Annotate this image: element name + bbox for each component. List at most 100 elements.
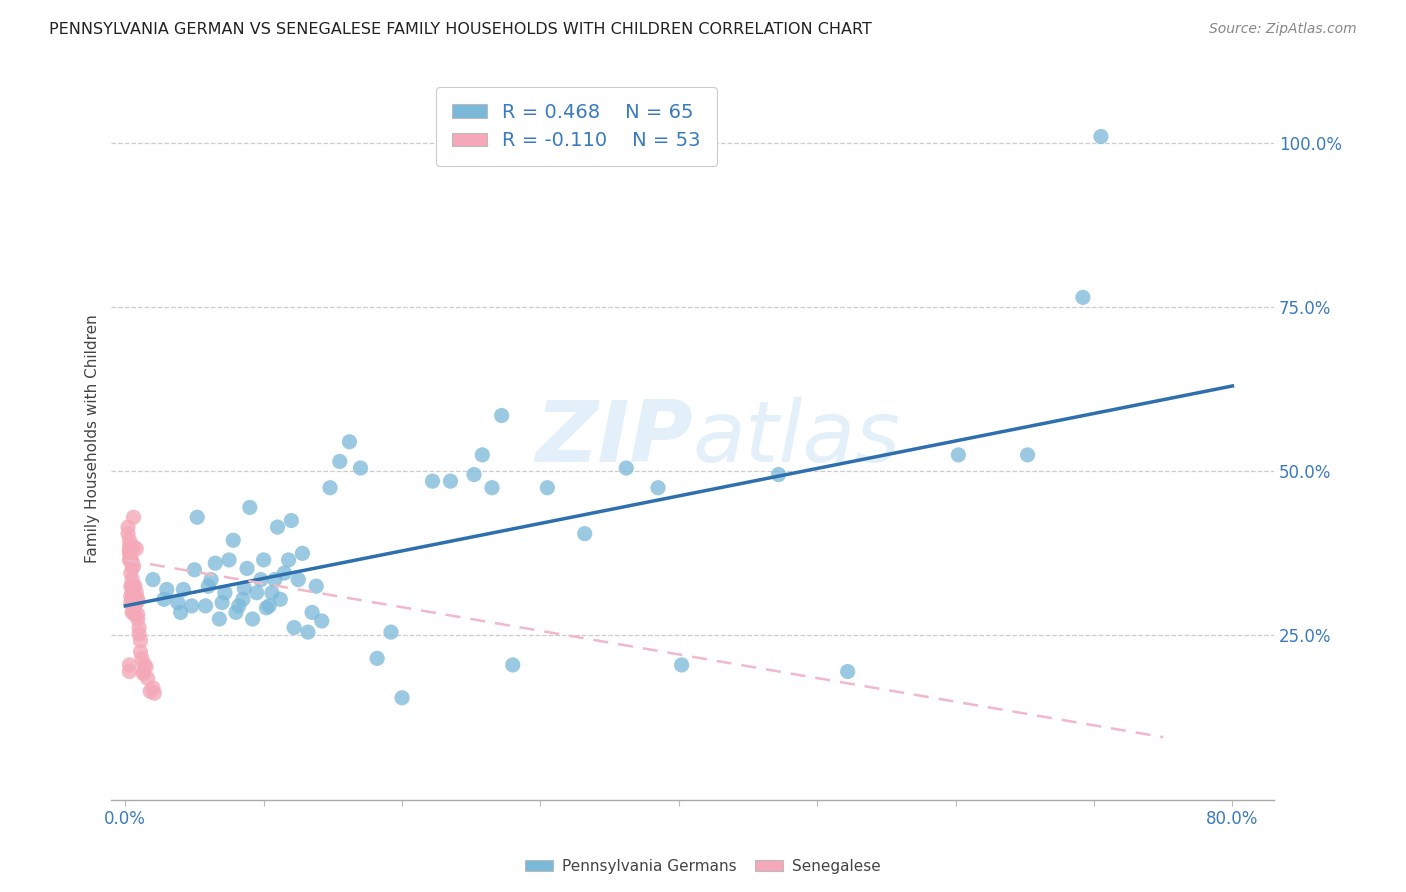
Point — [128, 621, 150, 635]
Point — [225, 606, 247, 620]
Point — [132, 665, 155, 679]
Point — [463, 467, 485, 482]
Point — [233, 581, 256, 595]
Point — [134, 657, 156, 672]
Point — [121, 592, 143, 607]
Point — [186, 510, 208, 524]
Point — [1090, 129, 1112, 144]
Point — [121, 592, 143, 607]
Point — [124, 607, 146, 622]
Point — [125, 541, 148, 556]
Point — [197, 579, 219, 593]
Point — [574, 526, 596, 541]
Point — [228, 599, 250, 613]
Point — [502, 657, 524, 672]
Point — [118, 657, 141, 672]
Point — [127, 592, 149, 607]
Point — [291, 546, 314, 560]
Point — [120, 589, 142, 603]
Point — [239, 500, 262, 515]
Point — [127, 612, 149, 626]
Point — [380, 625, 402, 640]
Text: atlas: atlas — [693, 397, 901, 480]
Text: ZIP: ZIP — [536, 397, 693, 480]
Point — [122, 592, 145, 607]
Point — [208, 612, 231, 626]
Point — [121, 573, 143, 587]
Point — [120, 549, 142, 564]
Point — [481, 481, 503, 495]
Point — [156, 582, 179, 597]
Point — [250, 573, 273, 587]
Point — [142, 681, 165, 695]
Point — [536, 481, 558, 495]
Point — [319, 481, 342, 495]
Point — [768, 467, 790, 482]
Point — [142, 573, 165, 587]
Point — [129, 645, 152, 659]
Point — [647, 481, 669, 495]
Point — [671, 657, 693, 672]
Point — [214, 586, 236, 600]
Point — [1071, 290, 1094, 304]
Point — [614, 461, 637, 475]
Point — [260, 586, 283, 600]
Point — [301, 606, 323, 620]
Point — [128, 627, 150, 641]
Point — [120, 566, 142, 580]
Point — [180, 599, 202, 613]
Legend: R = 0.468    N = 65, R = -0.110    N = 53: R = 0.468 N = 65, R = -0.110 N = 53 — [436, 87, 717, 166]
Point — [287, 573, 309, 587]
Point — [242, 612, 264, 626]
Point — [117, 526, 139, 541]
Point — [837, 665, 859, 679]
Point — [439, 474, 461, 488]
Point — [339, 434, 361, 449]
Point — [349, 461, 371, 475]
Point — [127, 594, 149, 608]
Point — [166, 596, 188, 610]
Point — [283, 621, 305, 635]
Point — [124, 599, 146, 613]
Point — [117, 520, 139, 534]
Point — [218, 553, 240, 567]
Point — [120, 579, 142, 593]
Point — [211, 596, 233, 610]
Point — [118, 665, 141, 679]
Point — [121, 579, 143, 593]
Point — [366, 651, 388, 665]
Point — [232, 592, 254, 607]
Point — [143, 686, 166, 700]
Text: PENNSYLVANIA GERMAN VS SENEGALESE FAMILY HOUSEHOLDS WITH CHILDREN CORRELATION CH: PENNSYLVANIA GERMAN VS SENEGALESE FAMILY… — [49, 22, 872, 37]
Point — [136, 671, 159, 685]
Point — [120, 596, 142, 610]
Point — [204, 556, 226, 570]
Point — [273, 566, 295, 580]
Y-axis label: Family Households with Children: Family Households with Children — [86, 314, 100, 563]
Point — [329, 454, 352, 468]
Point — [422, 474, 444, 488]
Point — [122, 606, 145, 620]
Point — [139, 684, 162, 698]
Point — [280, 514, 302, 528]
Text: Source: ZipAtlas.com: Source: ZipAtlas.com — [1209, 22, 1357, 37]
Point — [120, 553, 142, 567]
Point — [172, 582, 194, 597]
Point — [266, 520, 288, 534]
Point — [118, 540, 141, 554]
Point — [253, 553, 276, 567]
Point — [131, 651, 153, 665]
Point — [118, 543, 141, 558]
Point — [121, 606, 143, 620]
Point — [169, 606, 191, 620]
Point — [121, 555, 143, 569]
Point — [122, 559, 145, 574]
Point — [471, 448, 494, 462]
Point — [118, 553, 141, 567]
Point — [121, 599, 143, 613]
Point — [125, 586, 148, 600]
Point — [122, 579, 145, 593]
Point — [391, 690, 413, 705]
Point — [305, 579, 328, 593]
Point — [236, 561, 259, 575]
